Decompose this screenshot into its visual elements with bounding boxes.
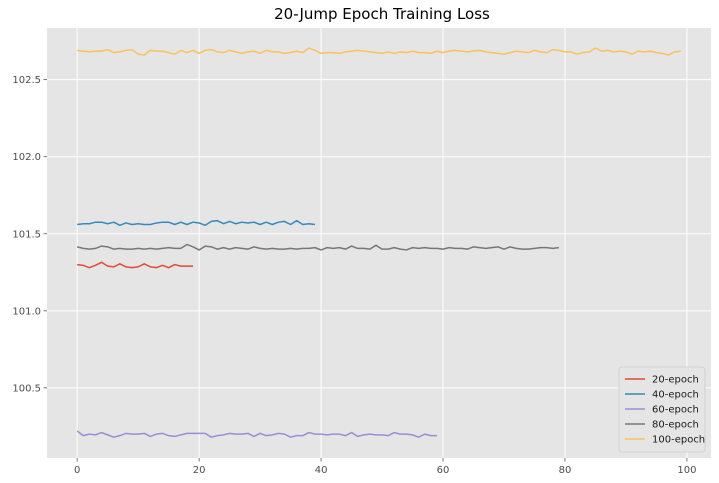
x-tick-label: 20 (193, 465, 206, 476)
legend-label: 20-epoch (652, 375, 699, 386)
x-tick-label: 40 (315, 465, 328, 476)
legend-box (618, 366, 706, 453)
x-tick-label: 100 (677, 465, 696, 476)
y-tick-label: 102.0 (12, 152, 41, 163)
legend-label: 60-epoch (652, 405, 699, 416)
axis-ticks: 0 20 40 60 80 100 100.5 101.0 101.5 102.0 102.5 (12, 75, 696, 476)
series-lines (76, 47, 681, 438)
y-tick-label: 100.5 (12, 383, 41, 394)
series-line-20-epoch (77, 261, 194, 269)
legend-label: 100-epoch (652, 435, 705, 446)
x-tick-label: 0 (74, 465, 80, 476)
y-tick-label: 101.0 (12, 306, 41, 317)
x-tick-label: 60 (437, 465, 450, 476)
x-tick-label: 80 (559, 465, 572, 476)
grid-lines (47, 28, 711, 458)
series-line-40-epoch (77, 219, 316, 227)
plot-area (47, 28, 711, 458)
series-line-60-epoch (76, 430, 437, 438)
chart-title: 20-Jump Epoch Training Loss (274, 5, 490, 23)
series-line-80-epoch (76, 243, 559, 251)
legend: 20-epoch 40-epoch 60-epoch 80-epoch 100-epoc… (618, 366, 706, 453)
legend-label: 40-epoch (652, 390, 699, 401)
y-tick-label: 101.5 (12, 229, 41, 240)
y-tick-label: 102.5 (12, 75, 41, 86)
legend-label: 80-epoch (652, 420, 699, 431)
series-line-100-epoch (77, 47, 681, 56)
